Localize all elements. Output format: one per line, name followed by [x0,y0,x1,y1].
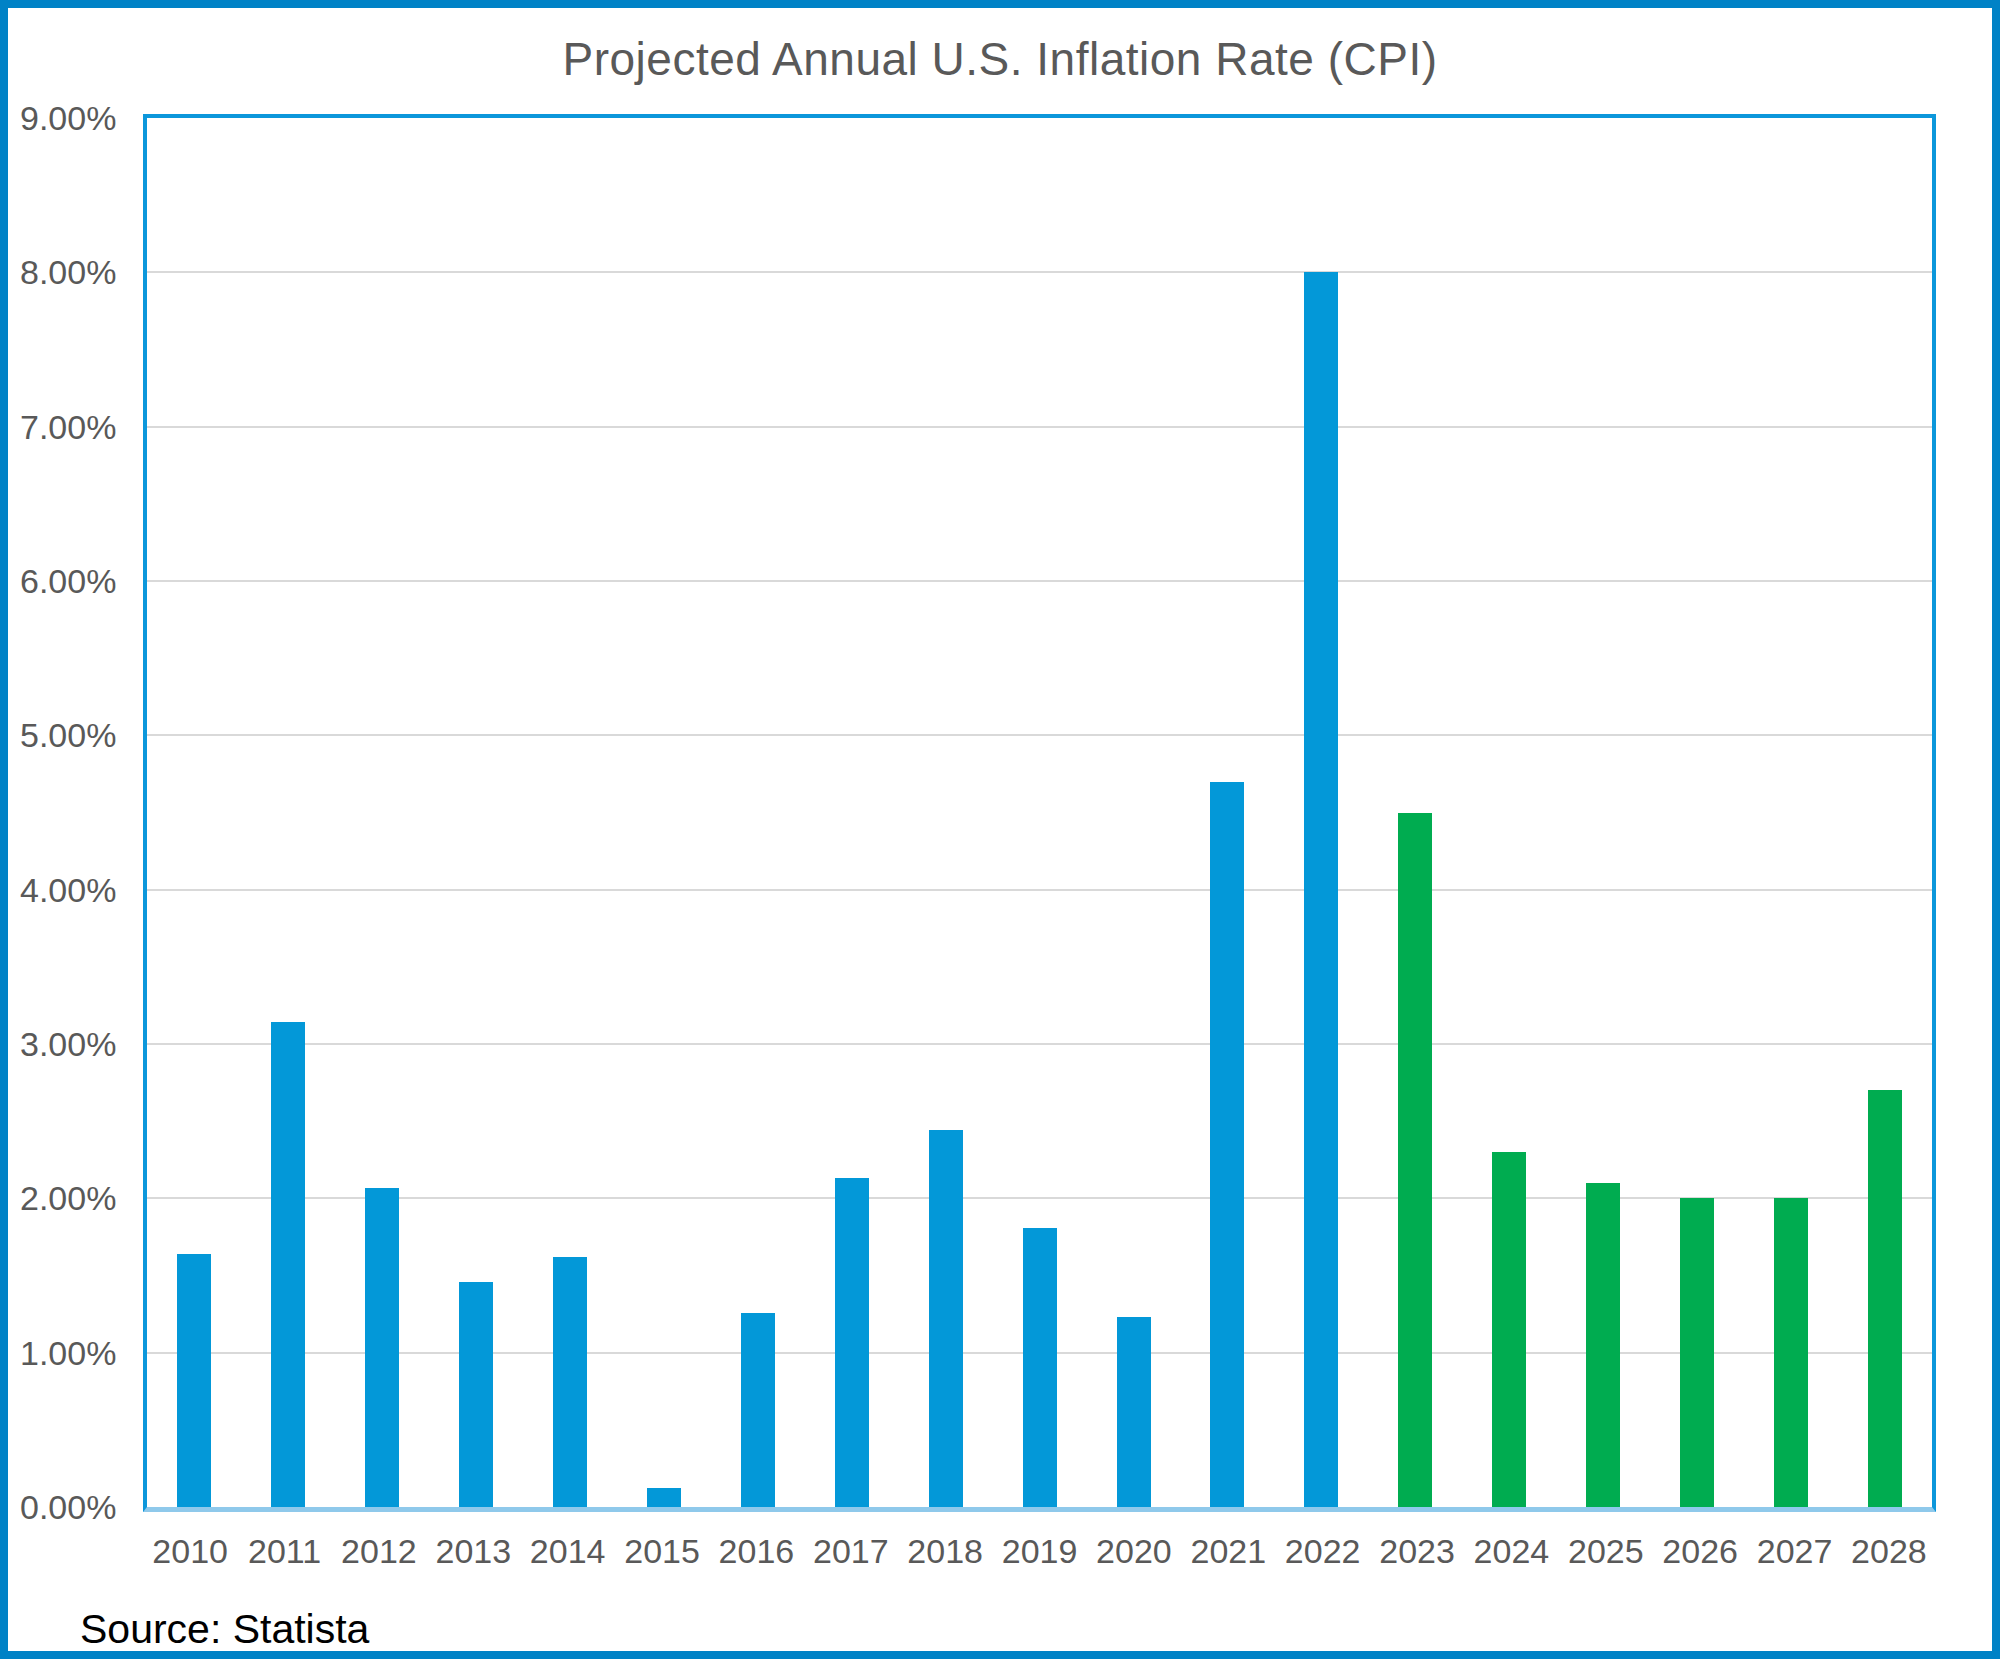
x-tick-label-2010: 2010 [143,1532,237,1571]
x-tick-label-2027: 2027 [1747,1532,1841,1571]
bar-2018[interactable] [929,1130,963,1507]
bar-2022[interactable] [1304,272,1338,1507]
x-tick-label-2025: 2025 [1559,1532,1653,1571]
x-tick-label-2018: 2018 [898,1532,992,1571]
x-tick-label-2014: 2014 [521,1532,615,1571]
bar-2023[interactable] [1398,813,1432,1508]
x-tick-label-2024: 2024 [1464,1532,1558,1571]
bar-cell-2014 [523,118,617,1507]
bar-2012[interactable] [365,1188,399,1507]
y-axis-tick-labels: 9.00%8.00%7.00%6.00%5.00%4.00%3.00%2.00%… [20,118,138,1507]
bar-cell-2016 [711,118,805,1507]
bar-2027[interactable] [1774,1198,1808,1507]
bar-2019[interactable] [1023,1228,1057,1507]
bar-2014[interactable] [553,1257,587,1507]
bar-cell-2025 [1556,118,1650,1507]
bar-2024[interactable] [1492,1152,1526,1507]
y-tick-label-3.00%: 3.00% [20,1025,116,1064]
bar-cell-2017 [805,118,899,1507]
bar-cell-2018 [899,118,993,1507]
bar-cell-2022 [1274,118,1368,1507]
bar-cell-2023 [1368,118,1462,1507]
bar-cell-2010 [147,118,241,1507]
bar-2016[interactable] [741,1313,775,1507]
x-tick-label-2019: 2019 [992,1532,1086,1571]
bar-2010[interactable] [177,1254,211,1507]
x-tick-label-2011: 2011 [237,1532,331,1571]
y-tick-label-1.00%: 1.00% [20,1333,116,1372]
y-tick-label-7.00%: 7.00% [20,407,116,446]
bar-2025[interactable] [1586,1183,1620,1507]
x-tick-label-2016: 2016 [709,1532,803,1571]
bar-cell-2028 [1838,118,1932,1507]
bar-2011[interactable] [271,1022,305,1507]
x-tick-label-2020: 2020 [1087,1532,1181,1571]
x-axis-tick-labels: 2010201120122013201420152016201720182019… [143,1532,1936,1571]
y-tick-label-9.00%: 9.00% [20,99,116,138]
plot-area [143,114,1936,1512]
y-tick-label-5.00%: 5.00% [20,716,116,755]
source-note: Source: Statista [80,1606,369,1653]
chart-outer-frame: Projected Annual U.S. Inflation Rate (CP… [0,0,2000,1659]
bar-2013[interactable] [459,1282,493,1507]
bar-cell-2026 [1650,118,1744,1507]
bar-cell-2021 [1180,118,1274,1507]
bar-cell-2027 [1744,118,1838,1507]
bar-2021[interactable] [1210,782,1244,1507]
x-tick-label-2023: 2023 [1370,1532,1464,1571]
x-tick-label-2012: 2012 [332,1532,426,1571]
bar-cell-2013 [429,118,523,1507]
bar-cell-2015 [617,118,711,1507]
y-tick-label-6.00%: 6.00% [20,562,116,601]
bar-2015[interactable] [647,1488,681,1507]
chart-title: Projected Annual U.S. Inflation Rate (CP… [8,32,1992,86]
x-tick-label-2015: 2015 [615,1532,709,1571]
x-tick-label-2017: 2017 [804,1532,898,1571]
bar-cell-2012 [335,118,429,1507]
x-tick-label-2021: 2021 [1181,1532,1275,1571]
bars-layer [147,118,1932,1507]
bar-cell-2019 [993,118,1087,1507]
bar-2026[interactable] [1680,1198,1714,1507]
bar-cell-2020 [1087,118,1181,1507]
y-tick-label-2.00%: 2.00% [20,1179,116,1218]
y-tick-label-8.00%: 8.00% [20,253,116,292]
x-tick-label-2013: 2013 [426,1532,520,1571]
x-tick-label-2026: 2026 [1653,1532,1747,1571]
bar-cell-2011 [241,118,335,1507]
x-tick-label-2022: 2022 [1276,1532,1370,1571]
x-tick-label-2028: 2028 [1842,1532,1936,1571]
bar-2017[interactable] [835,1178,869,1507]
y-tick-label-0.00%: 0.00% [20,1488,116,1527]
bar-2020[interactable] [1117,1317,1151,1507]
y-tick-label-4.00%: 4.00% [20,870,116,909]
bar-2028[interactable] [1868,1090,1902,1507]
bar-cell-2024 [1462,118,1556,1507]
